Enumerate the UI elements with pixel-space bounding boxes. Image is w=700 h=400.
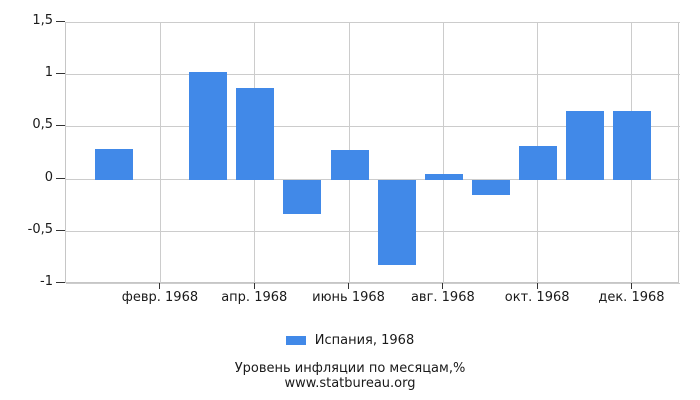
y-axis-tick — [56, 125, 65, 127]
bar-авг — [424, 174, 463, 180]
x-axis-label: апр. 1968 — [221, 290, 288, 305]
y-axis-label: -1 — [40, 274, 53, 289]
h-gridline — [66, 283, 680, 284]
chart-footer: Уровень инфляции по месяцам,% www.statbu… — [0, 361, 700, 391]
y-axis-label: 0 — [44, 169, 53, 185]
y-axis-tick — [56, 229, 65, 231]
x-axis-label: февр. 1968 — [121, 290, 199, 305]
bar-май — [283, 179, 322, 215]
x-axis-tick — [536, 283, 538, 289]
bar-июнь — [330, 150, 369, 180]
y-axis-tick — [56, 21, 65, 22]
legend: Испания, 1968 — [0, 332, 700, 348]
legend-swatch — [285, 335, 306, 345]
x-axis-tick — [253, 283, 255, 289]
bar-июль — [377, 179, 416, 266]
bar-нояб — [566, 110, 605, 180]
plot-area — [65, 22, 680, 284]
x-axis-label: дек. 1968 — [598, 290, 665, 305]
v-gridline — [159, 23, 161, 284]
bar-дек — [613, 110, 652, 180]
x-axis-tick — [442, 283, 444, 289]
chart-source: www.statbureau.org — [284, 375, 416, 391]
v-gridline — [442, 23, 444, 284]
x-axis-tick — [630, 283, 632, 289]
x-axis-tick — [159, 283, 161, 289]
y-axis-label: 1,5 — [32, 13, 53, 28]
y-axis-label: 1 — [44, 65, 53, 81]
x-axis-tick — [348, 283, 350, 289]
y-axis-tick — [56, 73, 65, 75]
bar-янв — [94, 149, 133, 180]
h-gridline — [66, 74, 680, 76]
x-axis-label: окт. 1968 — [504, 290, 570, 305]
h-gridline — [66, 230, 680, 232]
y-axis-tick — [56, 282, 65, 283]
y-axis-label: 0,5 — [32, 117, 53, 133]
bar-март — [189, 72, 228, 180]
x-axis-label: июнь 1968 — [312, 290, 385, 305]
h-gridline — [66, 22, 680, 23]
x-axis-label: авг. 1968 — [410, 290, 475, 305]
y-axis-label: -0,5 — [27, 221, 53, 237]
h-gridline — [66, 126, 680, 128]
legend-label: Испания, 1968 — [314, 332, 415, 348]
bar-апр — [236, 87, 275, 180]
h-gridline — [66, 178, 680, 180]
y-axis-tick — [56, 177, 65, 179]
bar-окт — [519, 146, 558, 180]
chart-title: Уровень инфляции по месяцам,% — [234, 361, 466, 376]
bar-сент — [472, 179, 510, 196]
